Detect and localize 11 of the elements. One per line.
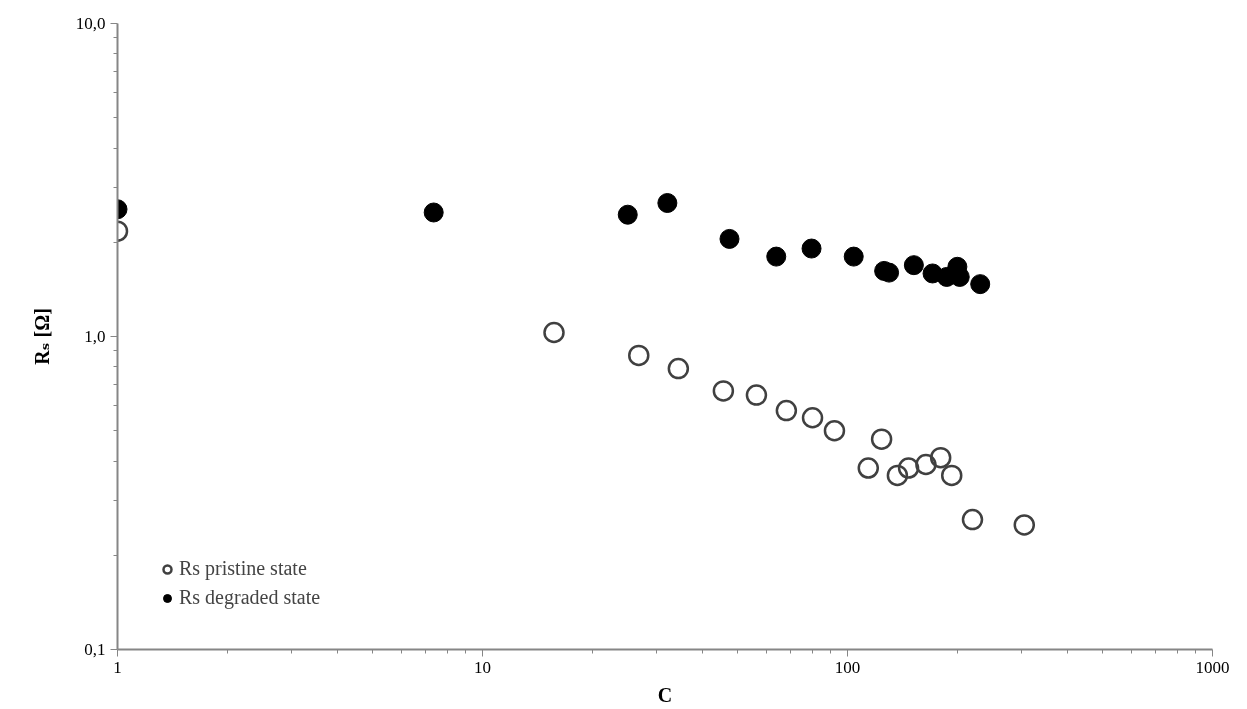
y-tick-label: 0,1 [84, 640, 106, 659]
legend-label: Rs degraded state [179, 586, 321, 609]
y-tick-label: 1,0 [84, 327, 106, 346]
x-tick-label: 1 [113, 657, 122, 677]
x-tick-label: 100 [834, 657, 861, 677]
x-tick-label: 1000 [1195, 657, 1230, 677]
legend-label: Rs pristine state [179, 557, 307, 580]
x-axis-title: C [657, 683, 673, 706]
y-axis-title: Rₛ [Ω] [30, 308, 53, 365]
y-tick-label: 10,0 [75, 14, 106, 33]
x-tick-label: 10 [474, 657, 491, 677]
